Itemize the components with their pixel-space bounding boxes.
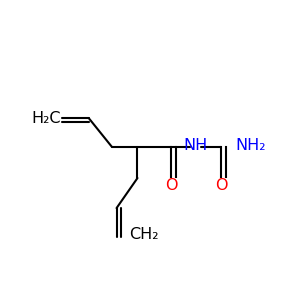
Text: CH₂: CH₂ <box>129 227 159 242</box>
Text: H₂C: H₂C <box>31 110 61 125</box>
Text: O: O <box>215 178 227 193</box>
Text: NH₂: NH₂ <box>235 138 266 153</box>
Text: O: O <box>165 178 177 193</box>
Text: NH: NH <box>184 138 208 153</box>
